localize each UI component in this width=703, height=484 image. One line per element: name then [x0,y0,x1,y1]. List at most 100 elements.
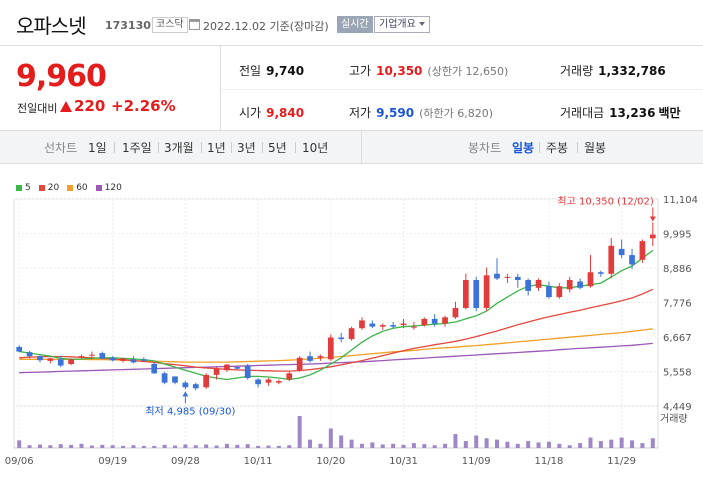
volume-bar [557,443,562,448]
tab-weekly[interactable]: 주봉 [546,141,569,155]
divider [158,142,159,153]
divider [114,142,115,153]
candle-body [109,357,116,361]
volume-bar [619,437,624,448]
volume-bar [183,444,188,448]
volume-bar [308,439,313,448]
candle-body [338,337,345,340]
volume-bar [640,443,645,448]
volume-bar [391,443,396,448]
divider [231,142,232,153]
legend-label: 5 [25,183,31,193]
candle-body [182,382,189,388]
realtime-button[interactable]: 실시간 [337,16,373,33]
y-tick-label: 9,995 [663,229,692,240]
candle-body [390,325,396,327]
tab-monthly[interactable]: 월봉 [584,141,607,155]
volume-bar [578,443,583,448]
candle-body [639,241,646,260]
x-tick-label: 09/19 [98,456,127,467]
quote-date: 2022.12.02 기준(장마감) [203,20,329,33]
candle-body [504,276,511,278]
volume-bar [505,441,510,448]
volume-bar [152,445,157,448]
stock-name: 오파스넷 [16,14,87,38]
candle-chart-label[interactable]: 봉차트 [468,141,502,155]
candle-body [566,279,573,290]
tab-daily[interactable]: 일봉 [512,141,535,155]
y-tick-label: 6,667 [663,333,692,344]
tab-3y[interactable]: 3년 [237,141,256,155]
candle-body [57,359,64,366]
tab-1y[interactable]: 1년 [207,141,226,155]
volume-bar [588,437,593,448]
volume-bar [287,445,292,448]
amount-unit: 백만 [658,106,681,120]
lower-limit: (하한가 6,820) [419,107,493,120]
candle-body [224,364,230,371]
stock-code: 173130 [105,19,151,32]
prev-close-cell: 전일 9,740 [239,62,304,79]
volume-bar [235,444,240,448]
volume-bar [598,441,603,448]
tab-1d[interactable]: 1일 [88,141,107,155]
volume-bar [58,444,63,448]
candle-body [47,358,54,361]
candle-body [16,346,23,352]
candle-body [618,248,625,256]
volume-bar [474,435,479,448]
volume-bar [193,445,198,448]
candle-body [68,359,74,364]
y-tick-label: 8,886 [663,264,692,275]
volume-bar [526,441,531,448]
high-marker-arrow-icon [649,216,656,222]
candle-body [411,326,417,328]
candle-body [598,272,604,274]
volume-bar [121,445,126,448]
volume-bar [609,439,614,448]
legend-item: 60 [67,183,88,193]
amount-label: 거래대금 [560,106,605,120]
change-percent: +2.26% [111,97,176,115]
company-overview-button[interactable]: 기업개요 [374,16,430,33]
y-tick-label: 5,558 [663,368,692,379]
tab-5y[interactable]: 5년 [268,141,287,155]
volume-cell: 거래량 1,332,786 [560,62,666,79]
up-triangle-icon [60,101,72,112]
legend-label: 20 [47,183,60,193]
candle-body [462,279,469,308]
candle-body [37,356,43,361]
ma120-line [19,342,653,374]
volume-bar [100,444,105,448]
prev-close-label: 전일 [239,64,262,78]
volume-bar [515,443,520,448]
candle-body [359,320,365,329]
candlestick-chart[interactable]: 11,104 9,995 8,886 7,776 6,667 5,558 4,449 09/0… [0,190,703,484]
candle-body [234,367,241,369]
legend-swatch [95,185,102,191]
volume-bar [224,443,229,448]
volume-bar [567,445,572,448]
low-marker-arrow-icon [182,391,189,397]
amount-value: 13,236 [609,106,656,120]
y-tick-label: 7,776 [663,299,692,310]
volume-bar [463,441,468,448]
candle-body [525,279,532,291]
open-value: 9,840 [266,106,305,120]
legend-swatch [67,185,74,191]
candle-body [255,379,261,385]
volume-bar [328,428,333,448]
chart-period-tabs: 선차트 1일 1주일 3개월 1년 3년 5년 10년 봉차트 일봉 주봉 월봉 [0,131,703,164]
candle-body [307,356,313,361]
line-chart-label[interactable]: 선차트 [44,141,78,155]
tab-1w[interactable]: 1주일 [122,141,152,155]
x-tick-label: 09/06 [5,456,34,467]
tab-10y[interactable]: 10년 [302,141,329,155]
candle-body [203,374,210,388]
volume-bar [245,444,250,448]
tab-3m[interactable]: 3개월 [164,141,194,155]
candle-body [140,359,147,361]
divider [577,142,578,153]
low-annotation: 최저 4,985 (09/30) [145,405,235,417]
candle-body [421,318,428,326]
